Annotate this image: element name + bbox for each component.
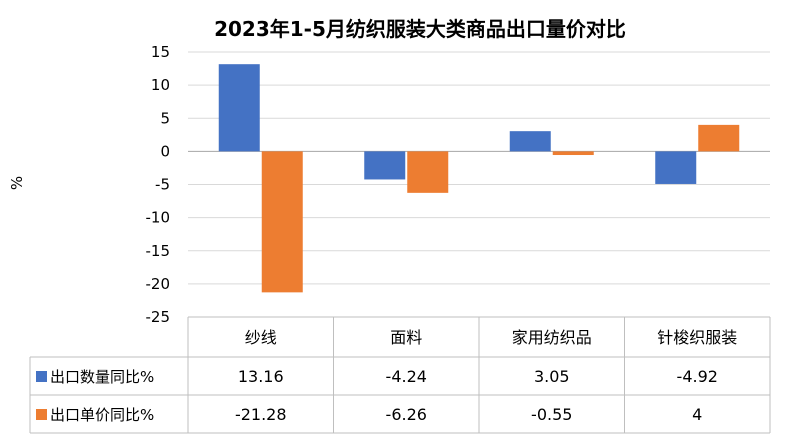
y-tick-label: 0 xyxy=(160,142,170,160)
y-axis-ticks: 15 10 5 0 -5 -10 -15 -20 -25 xyxy=(146,43,171,326)
bar-2-针梭织服装 xyxy=(698,124,740,152)
data-label: -4.24 xyxy=(386,367,427,386)
y-tick-label: 10 xyxy=(151,76,170,94)
data-label: 4 xyxy=(692,405,702,424)
category-label: 纱线 xyxy=(245,328,277,347)
bar-2-纱线 xyxy=(261,151,303,293)
data-label: -4.92 xyxy=(677,367,718,386)
bar-1-家用纺织品 xyxy=(509,131,551,152)
data-label: 13.16 xyxy=(238,367,284,386)
data-label: -21.28 xyxy=(235,405,287,424)
legend-swatch xyxy=(36,371,47,382)
bar-1-纱线 xyxy=(218,64,260,152)
y-tick-label: -25 xyxy=(146,308,171,326)
bar-1-面料 xyxy=(364,151,406,180)
legend-label: 出口数量同比% xyxy=(50,368,154,386)
y-tick-label: 5 xyxy=(160,109,170,127)
category-label: 针梭织服装 xyxy=(657,328,737,347)
category-label: 家用纺织品 xyxy=(512,328,592,347)
y-tick-label: -20 xyxy=(146,275,171,293)
data-label: -6.26 xyxy=(386,405,427,424)
bar-1-针梭织服装 xyxy=(655,151,697,184)
category-label: 面料 xyxy=(390,328,422,347)
y-axis-label: % xyxy=(8,176,26,190)
y-tick-label: -15 xyxy=(146,242,171,260)
chart-title: 2023年1-5月纺织服装大类商品出口量价对比 xyxy=(214,17,626,41)
legend-label: 出口单价同比% xyxy=(50,406,154,424)
bar-2-面料 xyxy=(407,151,449,193)
y-tick-label: 15 xyxy=(151,43,170,61)
bars xyxy=(218,64,740,293)
bar-2-家用纺织品 xyxy=(552,151,594,156)
legend-swatch xyxy=(36,409,47,420)
y-tick-label: -5 xyxy=(155,176,170,194)
data-label: 3.05 xyxy=(534,367,570,386)
data-label: -0.55 xyxy=(531,405,572,424)
y-tick-label: -10 xyxy=(146,209,171,227)
